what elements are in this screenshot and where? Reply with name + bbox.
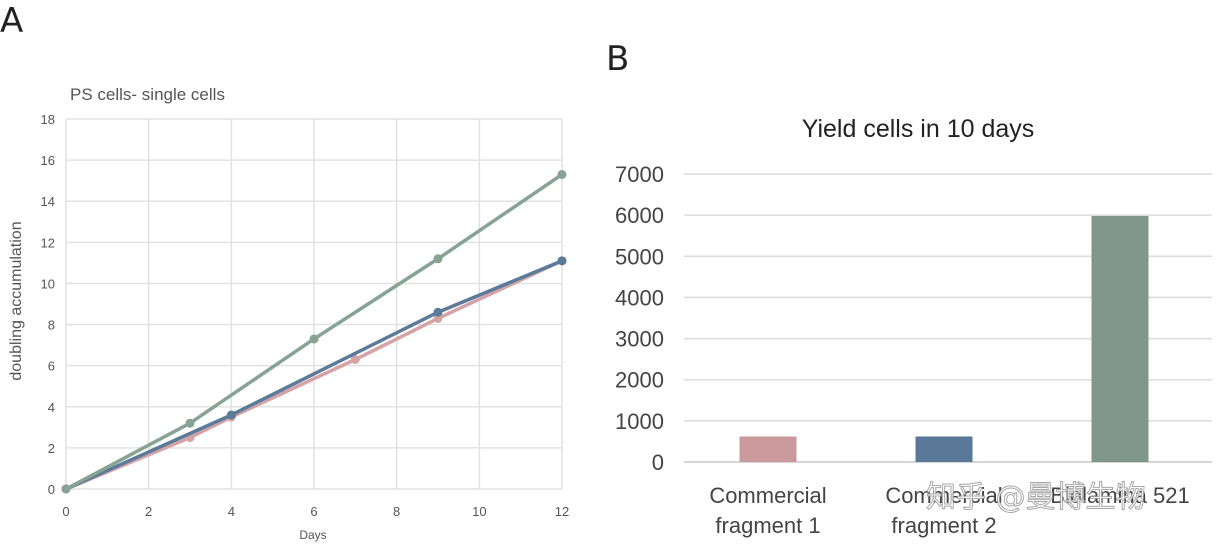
bar [1091,215,1149,462]
y-tick-label: 14 [41,194,55,209]
y-tick-label: 4000 [615,285,664,310]
category-label: Biolamina 521 [1050,483,1189,508]
line-chart-ticks: 0 2 4 6 8 10 12 14 16 18 0 2 4 6 8 10 12 [41,112,570,519]
panel-b-letter: B [606,39,629,79]
x-tick-label: 0 [62,504,69,519]
data-point [557,256,567,266]
y-tick-label: 18 [41,112,55,127]
y-tick-label: 2000 [615,368,664,393]
line-chart: PS cells- single cells Days doubling acc… [8,85,569,542]
data-point [185,418,195,428]
bar [739,436,797,462]
y-tick-label: 2 [48,441,55,456]
category-label: fragment 1 [715,513,820,538]
x-tick-label: 6 [310,504,317,519]
data-point [557,170,567,179]
y-tick-label: 6000 [615,203,664,228]
y-tick-label: 3000 [615,327,664,352]
series-line-2 [65,259,563,491]
series-line-1 [65,259,563,491]
bar-chart: Yield cells in 10 days 0 1000 2000 3000 4000… [615,115,1212,538]
y-tick-label: 5000 [615,244,664,269]
data-point [433,313,443,323]
bar-chart-categories: Commercial fragment 1 Commercial fragment 2… [709,483,1189,538]
x-tick-label: 10 [472,504,486,519]
bar-chart-bars [739,215,1149,462]
x-tick-label: 4 [228,504,235,519]
y-tick-label: 1000 [615,409,664,434]
line-chart-title: PS cells- single cells [70,85,225,104]
category-label: Commercial [885,483,1002,508]
category-label: Commercial [709,483,826,508]
data-point [350,355,360,364]
y-tick-label: 7000 [615,162,664,187]
y-tick-label: 0 [48,482,55,497]
data-point [309,334,319,344]
y-tick-label: 6 [48,359,55,374]
y-tick-label: 12 [41,235,55,250]
data-point [433,307,443,317]
line-chart-grid [65,118,563,490]
bar-chart-ticks: 0 1000 2000 3000 4000 5000 6000 7000 [615,162,664,475]
line-chart-xlabel: Days [299,528,326,542]
watermark: 知乎 @曼博生物 [926,480,1146,515]
y-tick-label: 0 [652,450,664,475]
x-tick-label: 8 [393,504,400,519]
data-point [61,484,71,494]
data-point [226,410,236,420]
panel-a-letter: A [0,1,23,41]
y-tick-label: 8 [48,318,55,333]
bar-chart-title: Yield cells in 10 days [802,115,1035,143]
y-tick-label: 10 [41,276,55,291]
y-tick-label: 4 [48,400,55,415]
line-chart-ylabel: doubling accumulation [8,221,25,380]
x-tick-label: 2 [145,504,152,519]
line-chart-series [61,170,567,494]
bar [915,436,973,462]
y-tick-label: 16 [41,153,55,168]
x-tick-label: 12 [555,504,569,519]
category-label: fragment 2 [891,513,996,538]
data-point [433,254,443,264]
